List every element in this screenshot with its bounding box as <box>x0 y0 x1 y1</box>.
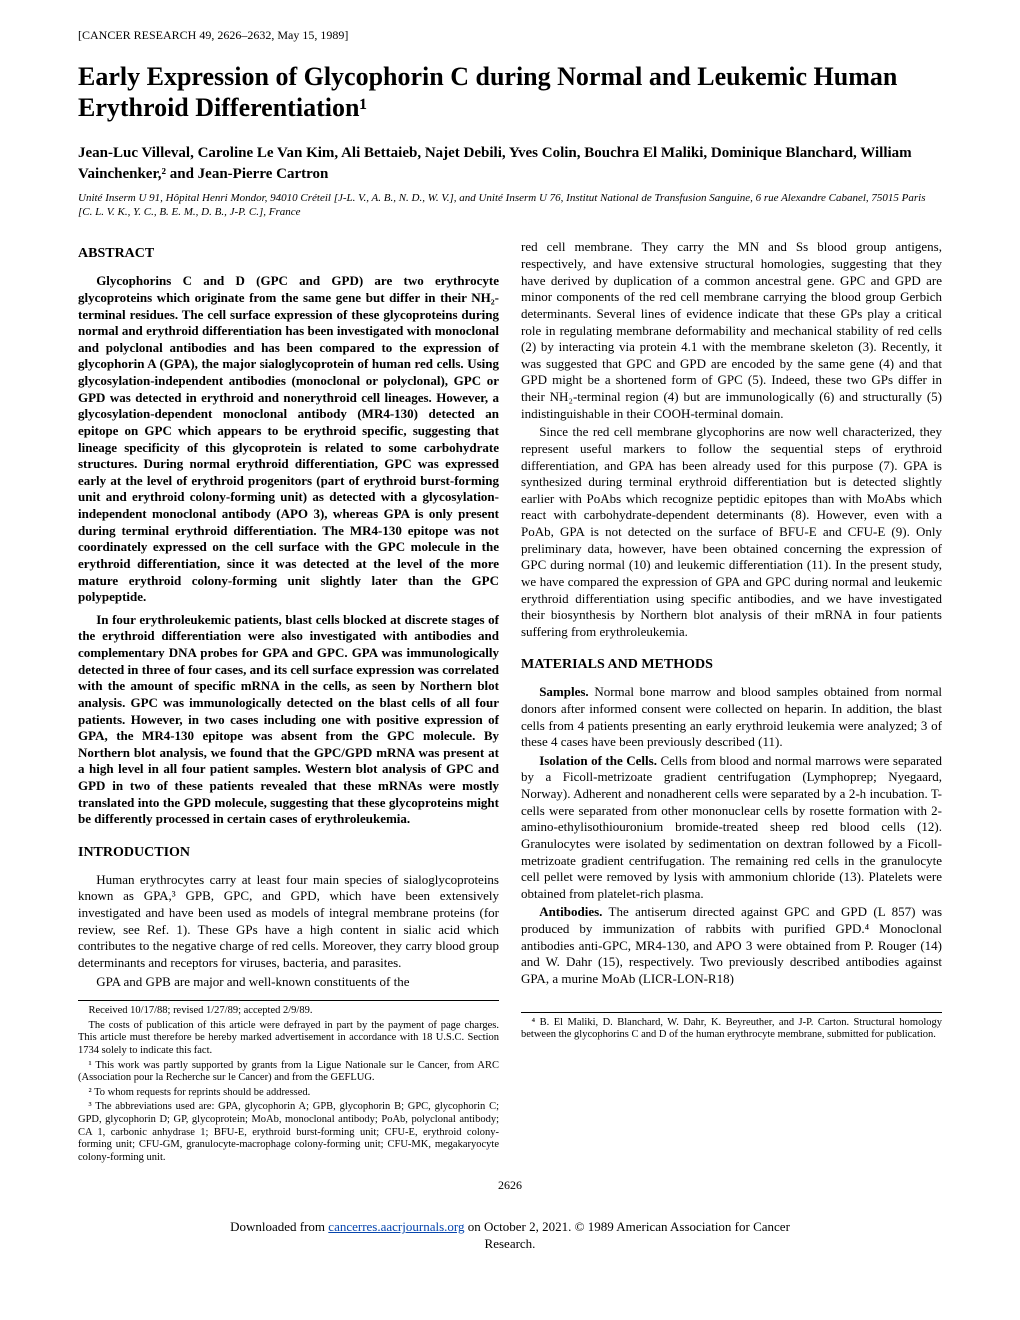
body-run: Cells from blood and normal marrows were… <box>521 753 942 901</box>
body-paragraph: Human erythrocytes carry at least four m… <box>78 872 499 972</box>
footnote: ¹ This work was partly supported by gran… <box>78 1060 499 1085</box>
right-body: red cell membrane. They carry the MN and… <box>521 239 942 640</box>
left-column: ABSTRACT Glycophorins C and D (GPC and G… <box>78 239 499 1166</box>
abstract-body: Glycophorins C and D (GPC and GPD) are t… <box>78 273 499 828</box>
article-title: Early Expression of Glycophorin C during… <box>78 61 942 123</box>
page-container: [CANCER RESEARCH 49, 2626–2632, May 15, … <box>0 0 1020 1213</box>
run-in-label: Samples. <box>539 684 588 699</box>
right-column: red cell membrane. They carry the MN and… <box>521 239 942 1166</box>
download-line2: Research. <box>485 1236 536 1251</box>
journal-reference: [CANCER RESEARCH 49, 2626–2632, May 15, … <box>78 28 942 43</box>
methods-body: Samples. Normal bone marrow and blood sa… <box>521 684 942 987</box>
footnote: ³ The abbreviations used are: GPA, glyco… <box>78 1101 499 1164</box>
two-column-layout: ABSTRACT Glycophorins C and D (GPC and G… <box>78 239 942 1166</box>
download-suffix: on October 2, 2021. © 1989 American Asso… <box>464 1219 789 1234</box>
download-banner: Downloaded from cancerres.aacrjournals.o… <box>0 1213 1020 1265</box>
body-paragraph: Antibodies. The antiserum directed again… <box>521 904 942 987</box>
abstract-paragraph: Glycophorins C and D (GPC and GPD) are t… <box>78 273 499 606</box>
abstract-paragraph: In four erythroleukemic patients, blast … <box>78 612 499 828</box>
footnote: The costs of publication of this article… <box>78 1020 499 1058</box>
download-prefix: Downloaded from <box>230 1219 328 1234</box>
abstract-heading: ABSTRACT <box>78 245 499 263</box>
body-paragraph: Samples. Normal bone marrow and blood sa… <box>521 684 942 751</box>
footnote: Received 10/17/88; revised 1/27/89; acce… <box>78 1005 499 1018</box>
methods-heading: MATERIALS AND METHODS <box>521 656 942 674</box>
body-paragraph: Since the red cell membrane glycophorins… <box>521 424 942 640</box>
download-link[interactable]: cancerres.aacrjournals.org <box>328 1219 464 1234</box>
author-list: Jean-Luc Villeval, Caroline Le Van Kim, … <box>78 143 942 184</box>
run-in-label: Isolation of the Cells. <box>539 753 657 768</box>
body-paragraph: Isolation of the Cells. Cells from blood… <box>521 753 942 903</box>
body-paragraph: GPA and GPB are major and well-known con… <box>78 974 499 991</box>
footnote: ² To whom requests for reprints should b… <box>78 1087 499 1100</box>
right-footnotes: ⁴ B. El Maliki, D. Blanchard, W. Dahr, K… <box>521 1012 942 1042</box>
footnote: ⁴ B. El Maliki, D. Blanchard, W. Dahr, K… <box>521 1017 942 1042</box>
page-number: 2626 <box>78 1178 942 1193</box>
body-paragraph: red cell membrane. They carry the MN and… <box>521 239 942 422</box>
introduction-heading: INTRODUCTION <box>78 844 499 862</box>
affiliations: Unité Inserm U 91, Hôpital Henri Mondor,… <box>78 192 942 220</box>
run-in-label: Antibodies. <box>539 904 602 919</box>
introduction-body: Human erythrocytes carry at least four m… <box>78 872 499 990</box>
left-footnotes: Received 10/17/88; revised 1/27/89; acce… <box>78 1000 499 1164</box>
